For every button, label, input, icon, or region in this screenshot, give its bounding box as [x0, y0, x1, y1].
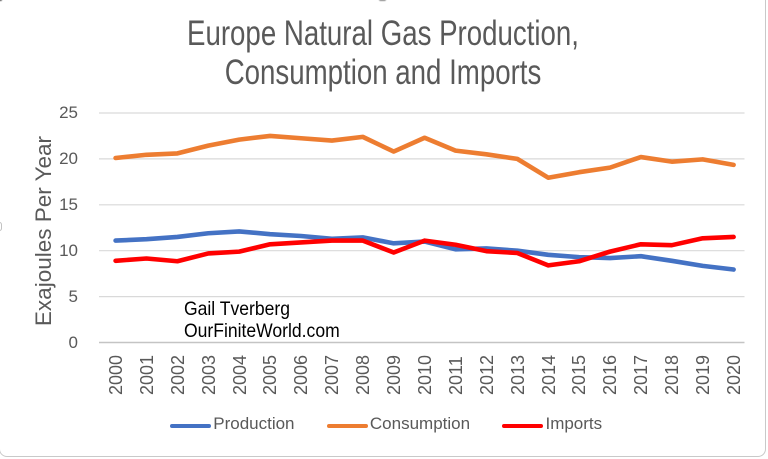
chart-title-line1: Europe Natural Gas Production,: [187, 13, 579, 53]
x-tick-label: 2015: [569, 354, 590, 395]
x-tick-label: 2009: [384, 354, 404, 395]
x-tick-label: 2006: [291, 354, 312, 395]
x-tick-label: 2001: [136, 354, 157, 395]
watermark-author: Gail Tverberg: [183, 298, 290, 320]
watermark-site: OurFiniteWorld.com: [183, 320, 340, 343]
chart-title: Europe Natural Gas Production, Consumpti…: [80, 14, 685, 93]
x-tick-label: 2000: [105, 354, 126, 395]
legend-item-production: Production: [169, 414, 295, 436]
x-tick-label: 2016: [600, 354, 621, 395]
y-tick-label: 25: [59, 103, 78, 122]
x-tick-label: 2014: [538, 354, 559, 395]
x-tick-label: 2002: [167, 354, 188, 395]
y-tick-label: 10: [59, 240, 78, 260]
legend-item-consumption: Consumption: [326, 414, 471, 436]
x-tick-label: 2019: [693, 354, 713, 395]
legend-label-imports: Imports: [545, 414, 603, 433]
y-tick-label: 5: [68, 286, 78, 306]
x-tick-label: 2003: [198, 354, 219, 395]
cropped-corner-artifact: [0, 0, 2, 2]
x-tick-label: 2017: [631, 354, 652, 395]
x-tick-label: 2011: [445, 356, 466, 395]
x-tick-label: 2010: [414, 354, 435, 395]
y-tick-label: 20: [59, 148, 78, 168]
x-tick-label: 2008: [353, 354, 374, 395]
y-tick-label: 15: [59, 194, 78, 214]
left-edge-handle[interactable]: [0, 222, 2, 231]
cropped-top-element: [379, 0, 387, 2]
x-tick-label: 2012: [476, 354, 497, 395]
y-tick-label: 0: [68, 332, 78, 352]
legend-label-consumption: Consumption: [369, 414, 471, 433]
legend-swatch-production: [169, 423, 212, 429]
series-line-consumption: [113, 133, 736, 181]
series-line-imports: [113, 234, 736, 268]
watermark: Gail Tverberg OurFiniteWorld.com: [184, 298, 340, 342]
legend-swatch-imports: [502, 423, 544, 429]
chart-title-line2: Consumption and Imports: [224, 53, 542, 92]
x-tick-label: 2005: [260, 354, 281, 395]
legend-label-production: Production: [213, 414, 295, 433]
x-tick-label: 2004: [229, 354, 250, 395]
legend-swatch-consumption: [326, 423, 368, 429]
x-tick-label: 2013: [507, 354, 528, 395]
legend: Production Consumption Imports: [2, 414, 768, 436]
x-tick-label: 2020: [723, 354, 744, 395]
legend-item-imports: Imports: [502, 414, 603, 436]
x-tick-label: 2018: [662, 354, 683, 395]
x-tick-label: 2007: [322, 354, 343, 395]
